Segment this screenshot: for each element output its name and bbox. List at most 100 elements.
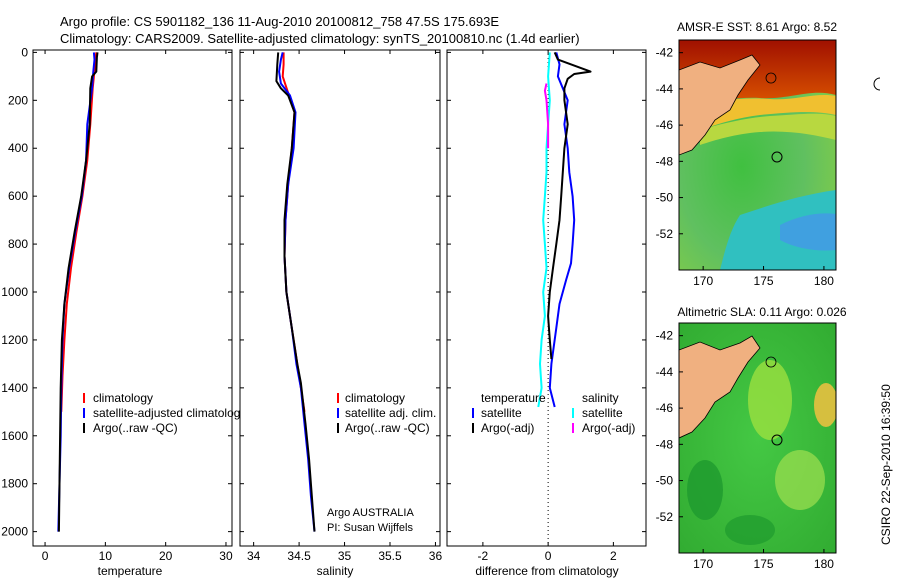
- map-x-tick-label: 170: [693, 274, 713, 288]
- sla-islet: [765, 356, 777, 368]
- legend-swatch-satellite-adj: [337, 408, 339, 418]
- sla-high-anomaly: [814, 383, 836, 427]
- legend-label-temp-argo: Argo(-adj): [481, 421, 534, 435]
- x-tick-label: 0: [545, 549, 552, 563]
- y-tick-label: 800: [8, 237, 28, 251]
- y-tick-label: 600: [8, 189, 28, 203]
- sst-argo-location-icon: [771, 151, 783, 163]
- map-y-tick-label: -42: [656, 46, 674, 60]
- difference-plot-frame: [446, 49, 647, 547]
- x-tick-label: 20: [159, 549, 173, 563]
- x-tick-label: 35.5: [378, 549, 402, 563]
- legend-swatch-climatology: [83, 393, 85, 403]
- x-tick-label: 0: [42, 549, 49, 563]
- x-tick-label: 34.5: [287, 549, 311, 563]
- legend-swatch-temp-satellite: [472, 408, 474, 418]
- legend-label-sal-argo: Argo(-adj): [582, 421, 635, 435]
- y-tick-label: 200: [8, 93, 28, 107]
- series-line-salinity-satellite: [537, 52, 551, 408]
- legend-label-satellite-adjusted: satellite-adjusted climatology: [93, 406, 246, 420]
- legend-label-argo: Argo(..raw -QC): [345, 421, 430, 435]
- legend-swatch-argo: [83, 423, 85, 433]
- legend-label-climatology: climatology: [93, 391, 153, 405]
- map-y-tick-label: -52: [656, 510, 674, 524]
- sst-yellow-band: [700, 94, 836, 130]
- x-tick-label: 2: [610, 549, 617, 563]
- series-line-temperature-satellite: [548, 52, 576, 408]
- x-tick-label: 34: [247, 549, 261, 563]
- series-line-salinity-argo-adj-: [543, 83, 550, 149]
- difference-x-label: difference from climatology: [475, 564, 618, 578]
- map-x-tick-label: 170: [693, 557, 713, 571]
- salinity-x-label: salinity: [317, 564, 354, 578]
- salinity-annotation-pi: PI: Susan Wijffels: [327, 522, 413, 534]
- y-tick-label: 0: [21, 45, 28, 59]
- legend-swatch-sal-satellite: [572, 408, 574, 418]
- sst-cold-core: [780, 213, 836, 251]
- sla-map-title: Altimetric SLA: 0.11 Argo: 0.026: [677, 305, 847, 319]
- sst-map-title: AMSR-E SST: 8.61 Argo: 8.52: [677, 20, 837, 34]
- sla-argo-location-icon: [771, 434, 783, 446]
- map-x-tick-label: 175: [754, 274, 774, 288]
- salinity-plot-frame: [239, 49, 441, 547]
- map-x-tick-label: 180: [814, 274, 834, 288]
- legend-label-climatology: climatology: [345, 391, 405, 405]
- x-tick-label: 35: [338, 549, 352, 563]
- sst-land-new-zealand: [679, 54, 761, 156]
- x-tick-label: -2: [478, 549, 489, 563]
- salinity-annotation-program: Argo AUSTRALIA: [327, 507, 414, 519]
- series-line-temperature-argo-adj-: [547, 51, 592, 360]
- map-y-tick-label: -46: [656, 118, 674, 132]
- x-tick-label: 10: [99, 549, 113, 563]
- legend-swatch-sal-argo: [572, 423, 574, 433]
- sla-high-anomaly: [748, 360, 792, 440]
- y-tick-label: 1000: [1, 285, 28, 299]
- map-x-tick-label: 180: [814, 557, 834, 571]
- legend-heading-salinity: salinity: [582, 391, 619, 405]
- map-y-tick-label: -48: [656, 154, 674, 168]
- map-y-tick-label: -50: [656, 191, 674, 205]
- sst-cool-region: [720, 190, 836, 270]
- y-tick-label: 1800: [1, 477, 28, 491]
- y-tick-label: 1600: [1, 429, 28, 443]
- map-y-tick-label: -42: [656, 329, 674, 343]
- legend-label-satellite-adj: satellite adj. clim.: [345, 406, 436, 420]
- legend-heading-temperature: temperature: [481, 391, 546, 405]
- temperature-x-label: temperature: [98, 564, 163, 578]
- legend-swatch-temp-argo: [472, 423, 474, 433]
- salinity-legend: climatology satellite adj. clim. Argo(..…: [337, 391, 436, 435]
- difference-chart: -2 0 2 temperature satellite Argo(-adj) sa…: [446, 49, 647, 578]
- sla-map-frame: [678, 322, 837, 554]
- sst-islet: [765, 72, 777, 84]
- map-y-tick-label: -52: [656, 227, 674, 241]
- x-tick-label: 30: [219, 549, 233, 563]
- temperature-legend: climatology satellite-adjusted climatolo…: [83, 391, 246, 435]
- temperature-plot-frame: [32, 49, 233, 547]
- sla-land-new-zealand: [679, 335, 761, 439]
- map-y-tick-label: -48: [656, 437, 674, 451]
- legend-swatch-argo: [337, 423, 339, 433]
- temperature-chart: 0 10 20 30 0 200 400 600 800 1000 1200 1400 1600 1800…: [1, 45, 246, 578]
- series-line-argo-raw-qc-: [275, 52, 316, 532]
- sla-map: Altimetric SLA: 0.11 Argo: 0.026 170 175 1…: [656, 305, 847, 571]
- salinity-chart: 34 34.5 35 35.5 36 climatology satellite adj…: [239, 49, 443, 578]
- map-y-tick-label: -46: [656, 401, 674, 415]
- map-y-tick-label: -50: [656, 474, 674, 488]
- sst-edge-marker: [873, 77, 881, 91]
- legend-label-sal-satellite: satellite: [582, 406, 623, 420]
- sla-high-anomaly: [775, 450, 825, 510]
- legend-label-temp-satellite: satellite: [481, 406, 522, 420]
- map-x-tick-label: 175: [754, 557, 774, 571]
- figure-title-line2: Climatology: CARS2009. Satellite-adjuste…: [60, 31, 580, 46]
- x-tick-label: 36: [429, 549, 443, 563]
- sst-light-band: [700, 113, 836, 145]
- figure-title-line1: Argo profile: CS 5901182_136 11-Aug-2010…: [60, 14, 499, 29]
- legend-swatch-satellite-adjusted: [83, 408, 85, 418]
- legend-swatch-climatology: [337, 393, 339, 403]
- sst-map-frame: [678, 39, 837, 271]
- y-tick-label: 1400: [1, 381, 28, 395]
- map-y-tick-label: -44: [656, 365, 674, 379]
- sla-low-anomaly: [687, 460, 723, 520]
- timestamp-side-label: CSIRO 22-Sep-2010 16:39:50: [879, 384, 893, 545]
